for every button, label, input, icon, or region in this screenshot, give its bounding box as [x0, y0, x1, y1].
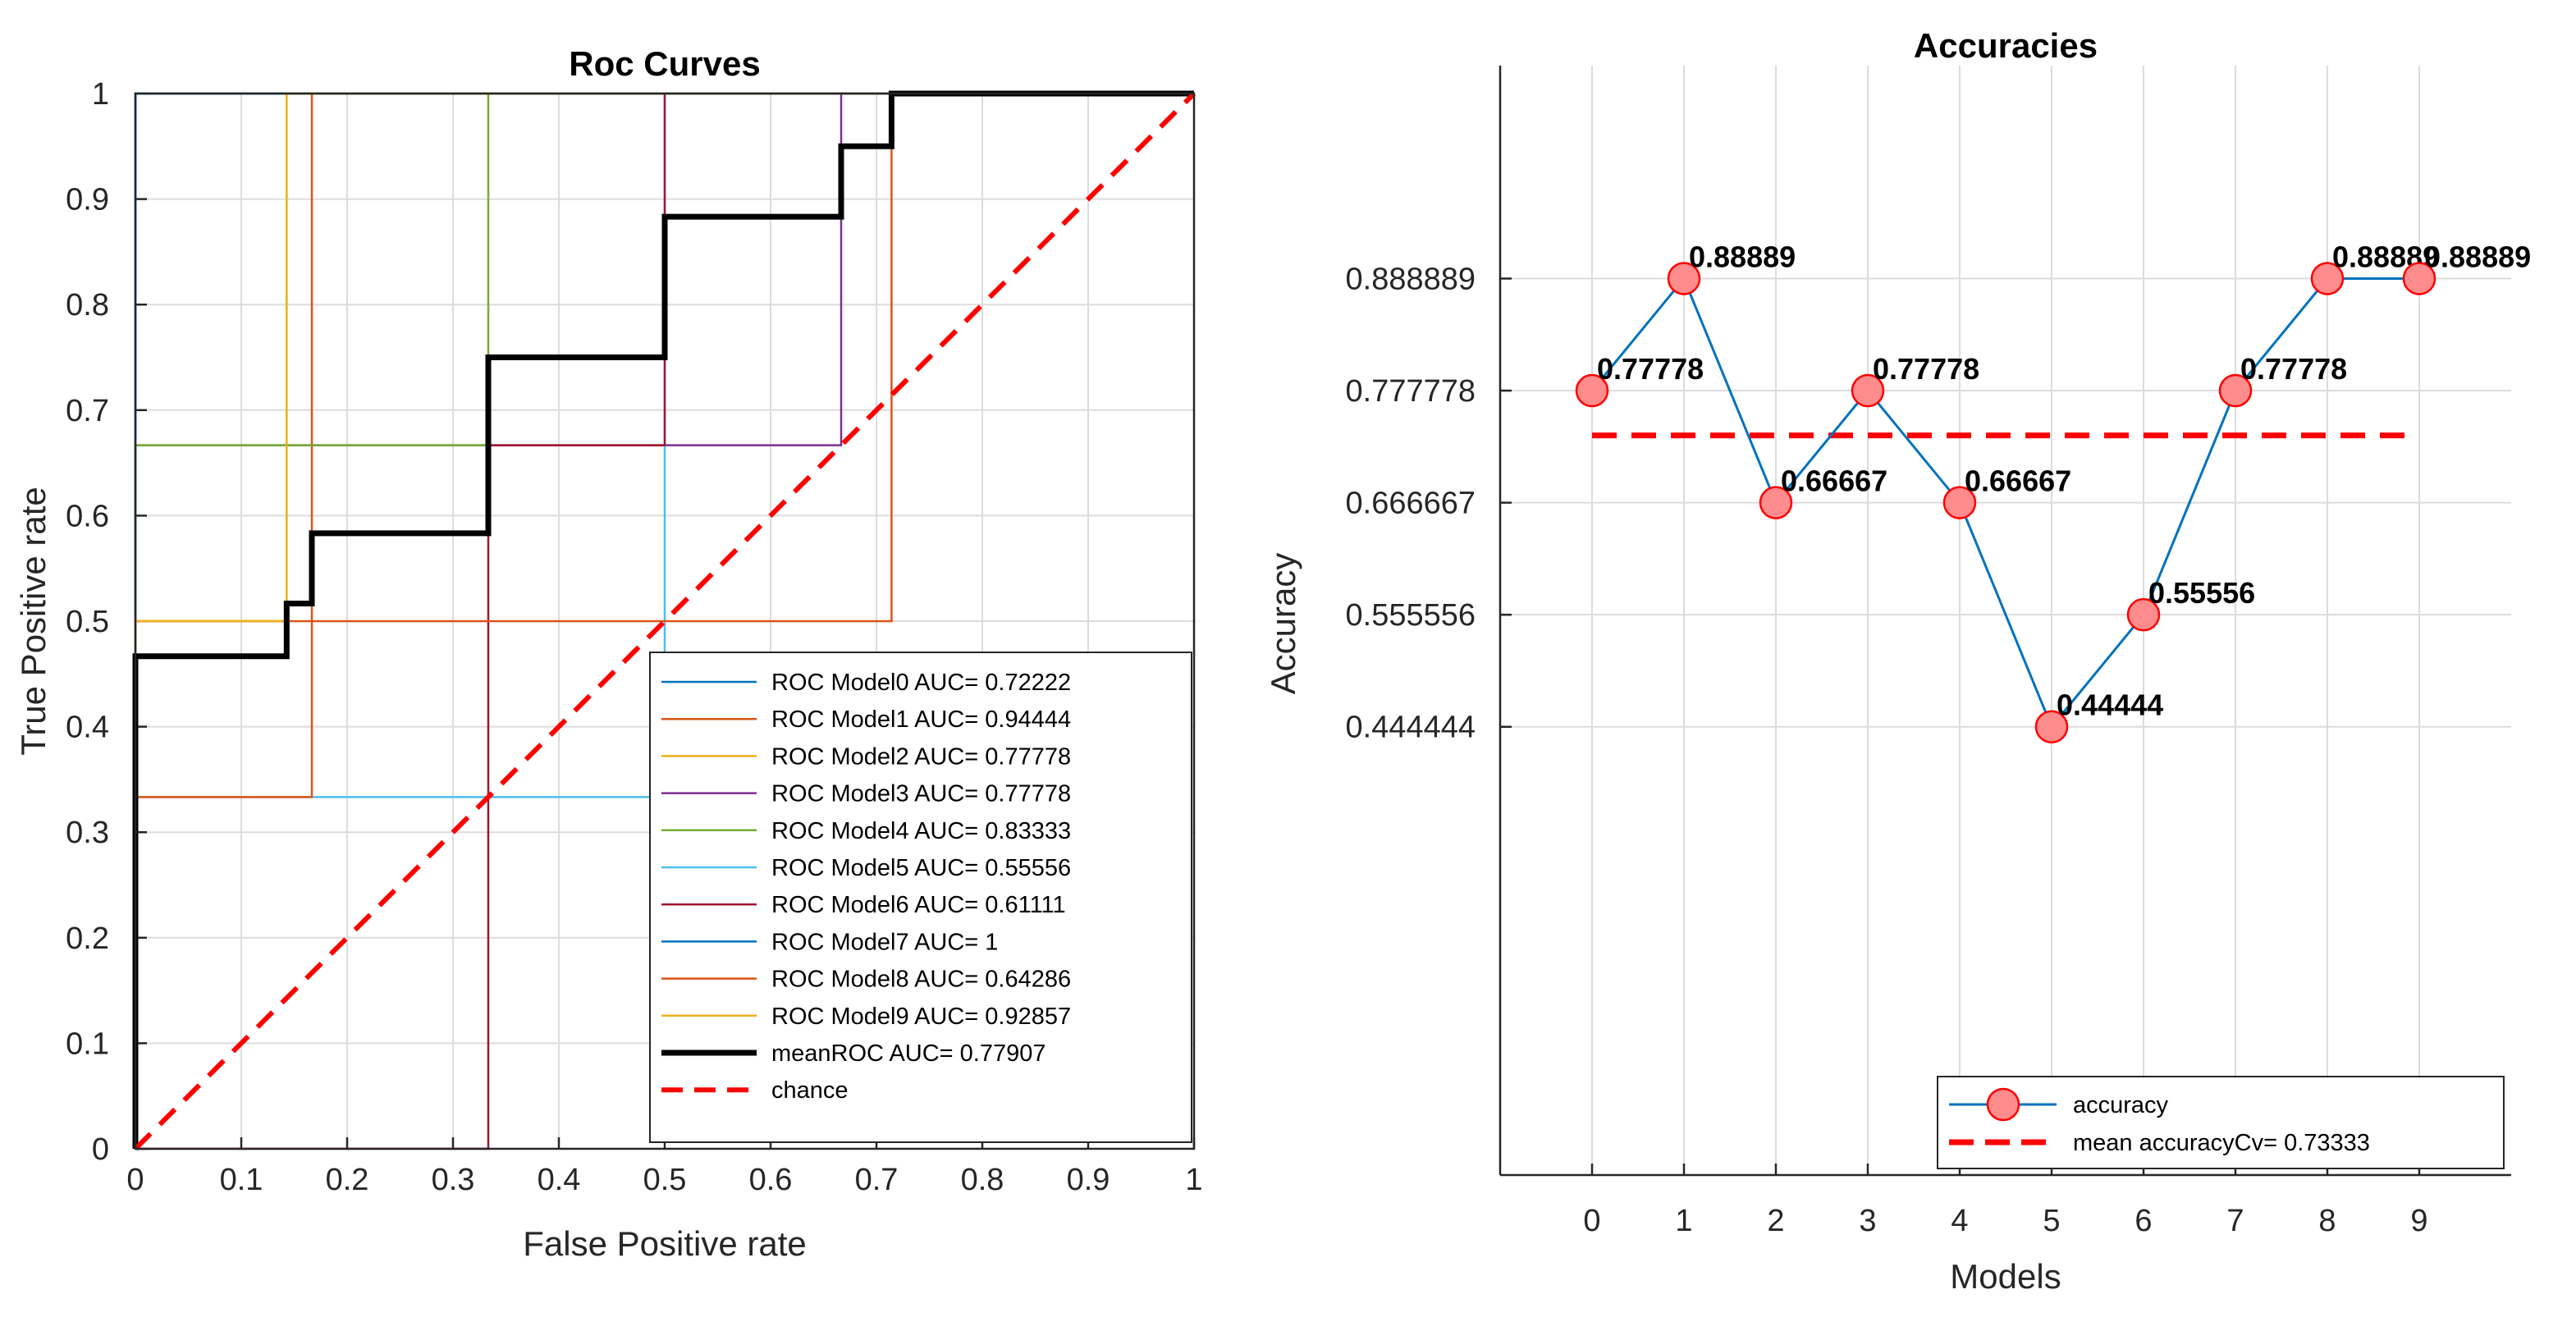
roc-y-tick-label: 0.9 — [66, 183, 109, 217]
roc-legend-label: ROC Model6 AUC= 0.61111 — [771, 892, 1066, 918]
accuracy-x-tick-label: 1 — [1675, 1204, 1692, 1238]
accuracy-y-tick-label: 0.666667 — [1346, 487, 1476, 521]
accuracy-point — [2310, 262, 2345, 295]
roc-legend-label: ROC Model4 AUC= 0.83333 — [771, 818, 1071, 844]
roc-y-tick-label: 0.7 — [66, 394, 109, 428]
accuracy-chart: Accuracies Models Accuracy 0 1 2 3 4 5 6 7 8 9 0.4… — [1264, 26, 2531, 1296]
roc-x-tick-label: 0 — [126, 1163, 144, 1197]
roc-legend-label: ROC Model1 AUC= 0.94444 — [771, 707, 1071, 733]
roc-y-tick-label: 0.3 — [66, 816, 109, 850]
roc-x-tick-label: 0.2 — [326, 1163, 369, 1197]
accuracy-data-label: 0.77778 — [1597, 352, 1704, 386]
roc-x-tick-label: 0.9 — [1067, 1163, 1110, 1197]
accuracy-data-label: 0.55556 — [2148, 576, 2255, 610]
roc-x-tick-label: 0.3 — [432, 1163, 475, 1197]
accuracy-grid — [1500, 66, 2511, 1175]
roc-y-tick-label: 1 — [92, 77, 109, 112]
accuracy-x-tick-label: 9 — [2410, 1204, 2427, 1238]
roc-chart: Roc Curves False Positive rate True Posi… — [14, 44, 1203, 1263]
roc-legend-label: ROC Model7 AUC= 1 — [771, 929, 998, 955]
accuracy-point — [2402, 262, 2436, 295]
accuracy-point — [2218, 373, 2253, 408]
roc-legend-label: ROC Model2 AUC= 0.77778 — [771, 743, 1071, 770]
roc-y-tick-label: 0.2 — [66, 921, 109, 956]
roc-y-axis-label: True Positive rate — [14, 487, 53, 756]
roc-x-tick-label: 0.4 — [538, 1163, 581, 1197]
roc-y-tick-label: 0.5 — [66, 605, 109, 639]
roc-chart-title: Roc Curves — [569, 44, 760, 83]
accuracy-x-tick-label: 5 — [2043, 1204, 2060, 1238]
accuracy-legend: accuracy mean accuracyCv= 0.73333 — [1937, 1076, 2505, 1169]
accuracy-line — [1590, 276, 2419, 729]
accuracy-x-tick-label: 6 — [2134, 1204, 2152, 1238]
accuracy-point — [1942, 486, 1977, 519]
roc-mean-curve — [132, 90, 1194, 1149]
accuracy-legend-marker — [1986, 1087, 2020, 1122]
roc-legend-label: ROC Model9 AUC= 0.92857 — [771, 1004, 1071, 1030]
accuracy-y-tick-label: 0.777778 — [1346, 374, 1476, 409]
accuracy-x-tick-label: 0 — [1583, 1204, 1600, 1238]
accuracy-legend-label: accuracy — [2073, 1092, 2169, 1118]
accuracy-point — [1851, 373, 1885, 408]
accuracy-point — [1575, 373, 1609, 408]
mean-legend-label: mean accuracyCv= 0.73333 — [2073, 1130, 2370, 1156]
accuracy-x-tick-label: 2 — [1767, 1204, 1784, 1238]
accuracy-axes — [1498, 66, 2511, 1177]
accuracy-data-label: 0.66667 — [1781, 464, 1887, 498]
roc-x-tick-label: 0.5 — [643, 1163, 687, 1197]
accuracy-point — [1759, 486, 1793, 519]
roc-legend: ROC Model0 AUC= 0.72222 ROC Model1 AUC= 0… — [649, 652, 1192, 1143]
roc-y-tick-label: 0 — [92, 1132, 109, 1167]
accuracy-y-tick-label: 0.888889 — [1346, 262, 1476, 296]
accuracy-series: 0.77778 0.88889 0.66667 0.77778 0.66667 0.444… — [1575, 240, 2531, 743]
roc-legend-label: ROC Model3 AUC= 0.77778 — [771, 781, 1071, 807]
roc-axes — [134, 92, 1196, 1150]
accuracy-point — [2126, 597, 2161, 632]
accuracy-legend-box — [1937, 1076, 2505, 1169]
accuracy-data-label: 0.44444 — [2057, 688, 2163, 722]
roc-x-tick-label: 0.6 — [749, 1163, 793, 1197]
accuracy-y-tick-label: 0.555556 — [1346, 598, 1476, 633]
roc-y-tick-label: 0.8 — [66, 288, 109, 322]
accuracy-point — [1667, 262, 1701, 295]
accuracy-x-axis-label: Models — [1950, 1257, 2061, 1296]
accuracy-data-label: 0.77778 — [2240, 352, 2347, 386]
accuracy-point — [2034, 710, 2069, 743]
roc-chance-line — [133, 91, 1196, 1151]
roc-y-tick-label: 0.4 — [66, 711, 109, 745]
roc-x-tick-label: 0.1 — [220, 1163, 263, 1197]
accuracy-data-label: 0.88889 — [2424, 240, 2531, 273]
accuracy-x-tick-label: 8 — [2318, 1204, 2336, 1238]
roc-x-tick-label: 1 — [1185, 1163, 1202, 1197]
accuracy-y-axis-label: Accuracy — [1264, 553, 1302, 695]
accuracy-y-tick-label: 0.444444 — [1346, 711, 1476, 745]
accuracy-data-label: 0.77778 — [1873, 352, 1979, 386]
roc-legend-label: ROC Model5 AUC= 0.55556 — [771, 855, 1071, 881]
roc-y-tick-label: 0.6 — [66, 499, 109, 533]
roc-legend-label: meanROC AUC= 0.77907 — [771, 1040, 1046, 1067]
roc-legend-label: ROC Model0 AUC= 0.72222 — [771, 670, 1071, 696]
roc-y-tick-label: 0.1 — [66, 1027, 109, 1061]
accuracy-x-tick-label: 3 — [1859, 1204, 1876, 1238]
accuracy-x-tick-label: 4 — [1951, 1204, 1968, 1238]
roc-legend-box — [649, 652, 1192, 1143]
accuracy-chart-title: Accuracies — [1914, 26, 2098, 65]
roc-x-axis-label: False Positive rate — [523, 1224, 806, 1263]
accuracy-data-label: 0.88889 — [1689, 240, 1796, 273]
accuracy-ticks: 0 1 2 3 4 5 6 7 8 9 0.444444 0.555556 0.666667 0.7777… — [1346, 262, 2428, 1238]
roc-legend-label: ROC Model8 AUC= 0.64286 — [771, 967, 1071, 993]
roc-legend-label: chance — [771, 1077, 849, 1104]
accuracy-x-tick-label: 7 — [2226, 1204, 2244, 1238]
accuracy-data-label: 0.66667 — [1965, 464, 2071, 498]
roc-x-tick-label: 0.7 — [855, 1163, 899, 1197]
roc-plot-box — [134, 92, 1196, 1150]
roc-x-tick-label: 0.8 — [961, 1163, 1004, 1197]
